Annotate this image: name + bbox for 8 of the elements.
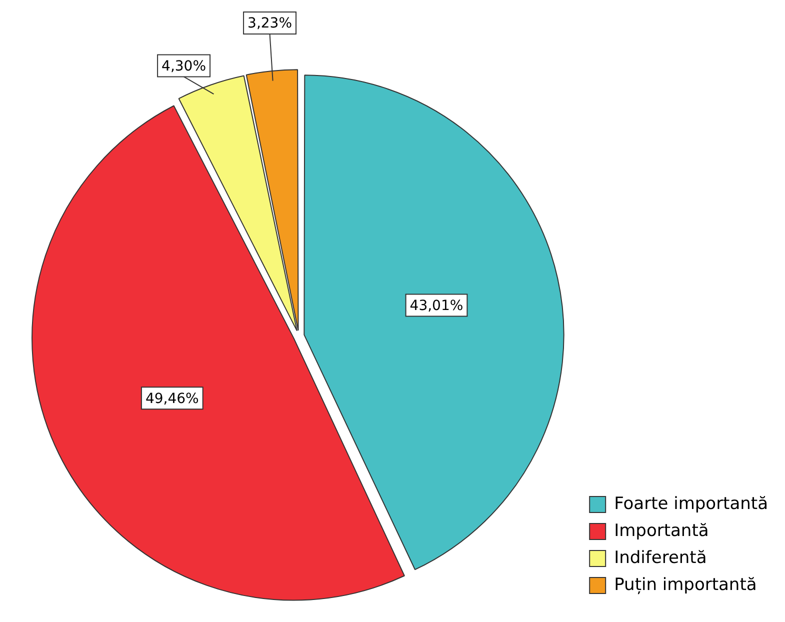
legend-label: Foarte importantă bbox=[614, 494, 768, 514]
data-label: 49,46% bbox=[145, 390, 199, 407]
data-label: 4,30% bbox=[162, 58, 206, 74]
data-label: 3,23% bbox=[248, 16, 292, 32]
legend-label: Importantă bbox=[614, 520, 709, 541]
legend-label: Indiferentă bbox=[614, 548, 707, 568]
data-label: 43,01% bbox=[410, 298, 464, 314]
legend-label: Puțin importantă bbox=[614, 574, 757, 595]
